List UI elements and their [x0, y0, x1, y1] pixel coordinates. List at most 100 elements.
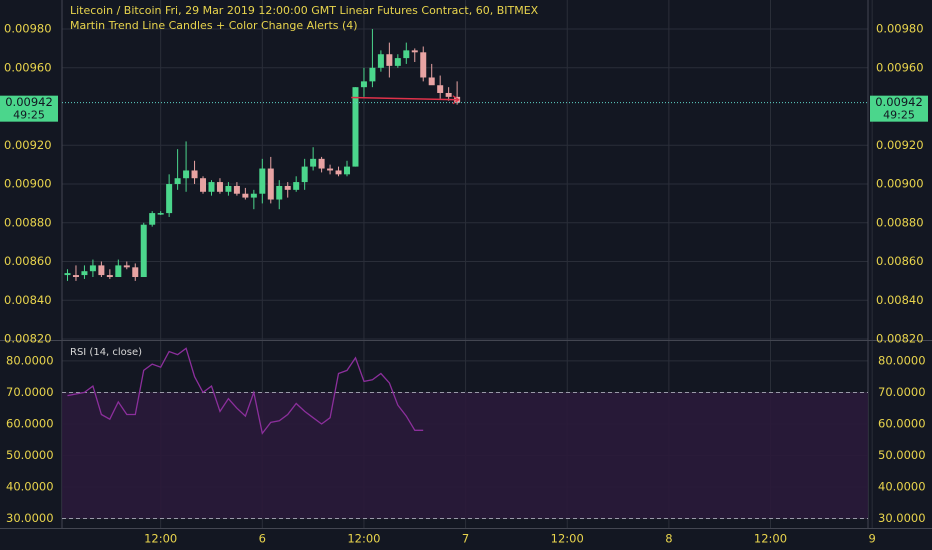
right-price-tick-label: 0.00900: [876, 177, 924, 191]
right-price-tag-countdown: 49:25: [883, 109, 915, 122]
candle-body: [369, 67, 376, 82]
candle-body: [386, 54, 393, 66]
candle-body: [284, 185, 291, 190]
left-rsi-tick-label: 40.0000: [6, 480, 54, 494]
candle-body: [445, 92, 452, 97]
left-price-tag-countdown: 49:25: [13, 109, 45, 122]
left-rsi-tick-label: 80.0000: [6, 353, 54, 367]
chart-header: Litecoin / Bitcoin Fri, 29 Mar 2019 12:0…: [70, 3, 538, 33]
left-rsi-tick-label: 70.0000: [6, 385, 54, 399]
candle-body: [64, 273, 71, 276]
left-rsi-tick-label: 50.0000: [6, 448, 54, 462]
rsi-series-line: [67, 347, 424, 435]
left-rsi-tick-label: 30.0000: [6, 511, 54, 525]
candle-body: [115, 265, 122, 278]
candle-body: [352, 87, 359, 167]
candle-body: [140, 224, 147, 278]
rsi-pane[interactable]: [62, 347, 868, 520]
right-price-tick-label: 0.00920: [876, 138, 924, 152]
left-price-tick-label: 0.00880: [4, 215, 52, 229]
candle-body: [293, 182, 300, 190]
time-tick-label: 9: [868, 532, 875, 546]
right-price-tick-label: 0.00820: [876, 332, 924, 346]
candle-body: [72, 275, 79, 278]
left-price-tag-value: 0.00942: [5, 95, 53, 109]
left-price-tag-bg: [0, 95, 58, 122]
time-tick-label: 8: [665, 532, 672, 546]
candle-body: [327, 168, 334, 171]
rsi-overbought-band: [62, 392, 868, 519]
time-tick-label: 12:00: [144, 532, 177, 546]
candle-body: [132, 267, 139, 278]
left-price-axis[interactable]: 0.00980 0.00960 0.00920 0.00900 0.00880 0.008…: [4, 22, 52, 346]
candle-body: [216, 182, 223, 192]
annotation-line: [351, 96, 459, 101]
right-rsi-tick-label: 60.0000: [878, 416, 926, 430]
right-price-tick-label: 0.00840: [876, 293, 924, 307]
right-price-tick-label: 0.00960: [876, 60, 924, 74]
candle-body: [394, 58, 401, 66]
candle-body: [149, 213, 156, 225]
right-price-tag-bg: [870, 95, 928, 122]
candle-body: [233, 185, 240, 194]
left-price-tick-label: 0.00980: [4, 22, 52, 36]
rsi-indicator-title[interactable]: RSI (14, close): [70, 347, 143, 358]
candle-body: [420, 52, 427, 78]
time-tick-label: 12:00: [551, 532, 584, 546]
right-price-tick-label: 0.00860: [876, 254, 924, 268]
left-price-tick-label: 0.00900: [4, 177, 52, 191]
candle-body: [81, 271, 88, 276]
candle-body: [98, 265, 105, 276]
right-price-tick-label: 0.00880: [876, 215, 924, 229]
candle-body: [242, 193, 249, 198]
candle-body: [377, 54, 384, 68]
candle-body: [123, 265, 130, 268]
time-axis[interactable]: 12:00 6 12:00 7 12:00 8 12:00 9: [144, 532, 876, 546]
candle-body: [208, 182, 215, 192]
candle-body: [344, 166, 351, 175]
candle-body: [166, 184, 173, 214]
left-rsi-axis[interactable]: 80.0000 70.0000 60.0000 50.0000 40.0000 30.00…: [6, 353, 54, 525]
indicator-title[interactable]: Martin Trend Line Candles + Color Change…: [70, 19, 358, 32]
candle-body: [191, 170, 198, 179]
symbol-title[interactable]: Litecoin / Bitcoin Fri, 29 Mar 2019 12:0…: [70, 4, 539, 17]
left-price-tick-label: 0.00840: [4, 293, 52, 307]
annotation-arrowhead: [452, 95, 460, 105]
candle-body: [157, 213, 164, 215]
candle-body: [301, 166, 308, 183]
candle-body: [106, 275, 113, 278]
candle-body: [267, 168, 274, 200]
trend-annotation: [351, 95, 460, 105]
time-tick-label: 6: [259, 532, 266, 546]
left-price-tick-label: 0.00920: [4, 138, 52, 152]
candle-body: [411, 50, 418, 53]
left-price-tick-label: 0.00860: [4, 254, 52, 268]
candle-body: [200, 178, 207, 192]
candle-body: [259, 168, 266, 194]
right-rsi-axis[interactable]: 80.0000 70.0000 60.0000 50.0000 40.0000 30.00…: [878, 353, 926, 525]
time-tick-label: 12:00: [754, 532, 787, 546]
candle-body: [428, 77, 435, 86]
right-rsi-tick-label: 80.0000: [878, 353, 926, 367]
candle-body: [183, 170, 190, 179]
left-current-price-tag: 0.00942 49:25: [0, 95, 58, 122]
right-price-axis[interactable]: 0.00980 0.00960 0.00920 0.00900 0.00880 0.008…: [876, 22, 924, 346]
candle-body: [335, 170, 342, 175]
candle-body: [310, 158, 317, 167]
candle-body: [360, 81, 367, 88]
candle-body: [174, 178, 181, 185]
candle-body: [437, 85, 444, 93]
right-price-tag-value: 0.00942: [875, 95, 923, 109]
right-price-tick-label: 0.00980: [876, 22, 924, 36]
candle-body: [225, 185, 232, 192]
price-pane[interactable]: [62, 29, 868, 281]
candles-group: [64, 29, 461, 281]
candle-body: [318, 158, 325, 169]
left-rsi-tick-label: 60.0000: [6, 416, 54, 430]
candle-body: [276, 185, 283, 200]
right-rsi-tick-label: 50.0000: [878, 448, 926, 462]
time-tick-label: 12:00: [347, 532, 380, 546]
left-price-tick-label: 0.00820: [4, 332, 52, 346]
left-price-tick-label: 0.00960: [4, 60, 52, 74]
